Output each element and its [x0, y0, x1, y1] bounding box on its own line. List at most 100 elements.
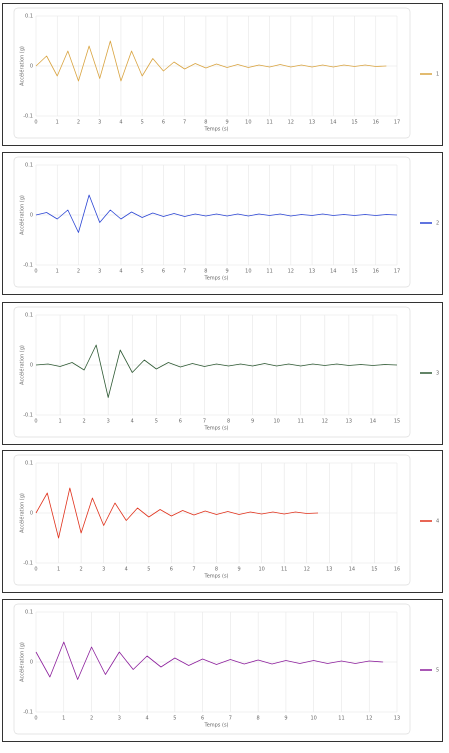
- y-tick-label: 0: [30, 363, 33, 369]
- x-axis-label: Temps (s): [203, 574, 228, 580]
- x-tick-label: 5: [141, 269, 144, 275]
- y-axis-label: Accélération (g): [19, 195, 26, 235]
- y-tick-label: 0.1: [25, 163, 33, 169]
- x-tick-label: 12: [288, 269, 294, 275]
- plot-card: [13, 603, 411, 735]
- x-tick-label: 13: [326, 567, 332, 573]
- y-tick-label: 0: [30, 511, 33, 517]
- x-tick-label: 1: [58, 419, 61, 425]
- x-tick-label: 4: [131, 419, 134, 425]
- x-tick-label: 0: [34, 269, 37, 275]
- x-tick-label: 0: [34, 567, 37, 573]
- x-tick-label: 10: [245, 269, 251, 275]
- legend-label: 3: [436, 371, 439, 377]
- x-tick-label: 13: [346, 419, 352, 425]
- x-tick-label: 5: [173, 716, 176, 722]
- x-tick-label: 9: [226, 269, 229, 275]
- x-tick-label: 3: [98, 120, 101, 126]
- x-tick-label: 8: [204, 269, 207, 275]
- x-tick-label: 0: [34, 716, 37, 722]
- x-tick-label: 7: [229, 716, 232, 722]
- x-tick-label: 14: [370, 419, 376, 425]
- x-tick-label: 11: [266, 269, 272, 275]
- y-tick-label: -0.1: [23, 710, 33, 716]
- x-tick-label: 5: [155, 419, 158, 425]
- x-tick-label: 16: [373, 120, 379, 126]
- x-tick-label: 8: [204, 120, 207, 126]
- plot-card: [13, 7, 411, 139]
- x-tick-label: 4: [145, 716, 148, 722]
- y-tick-label: 0.1: [25, 14, 33, 20]
- x-axis-label: Temps (s): [203, 276, 228, 282]
- x-tick-label: 9: [237, 567, 240, 573]
- x-tick-label: 7: [183, 269, 186, 275]
- data-line: [35, 641, 384, 680]
- x-tick-label: 5: [147, 567, 150, 573]
- data-line: [35, 487, 319, 539]
- x-tick-label: 2: [83, 419, 86, 425]
- x-tick-label: 7: [192, 567, 195, 573]
- x-tick-label: 9: [284, 716, 287, 722]
- x-tick-label: 10: [273, 419, 279, 425]
- x-tick-label: 1: [57, 567, 60, 573]
- x-tick-label: 6: [162, 269, 165, 275]
- data-line: [35, 40, 387, 82]
- x-tick-label: 2: [80, 567, 83, 573]
- x-tick-label: 4: [119, 269, 122, 275]
- x-tick-label: 3: [107, 419, 110, 425]
- x-tick-label: 8: [215, 567, 218, 573]
- x-tick-label: 15: [394, 419, 400, 425]
- chart-panel: 0 1 2 3 4 5 6 7 8 9 10 11 12 13 14 15 16 17-0.100.1Temps …: [2, 3, 443, 146]
- x-tick-label: 2: [77, 120, 80, 126]
- y-tick-label: 0: [30, 660, 33, 666]
- x-tick-label: 17: [394, 269, 400, 275]
- x-tick-label: 7: [183, 120, 186, 126]
- y-tick-label: -0.1: [23, 413, 33, 419]
- x-tick-label: 10: [311, 716, 317, 722]
- y-tick-label: -0.1: [23, 561, 33, 567]
- x-tick-label: 3: [102, 567, 105, 573]
- legend-label: 5: [436, 668, 439, 674]
- x-axis-label: Temps (s): [203, 723, 228, 729]
- x-tick-label: 11: [266, 120, 272, 126]
- y-axis-label: Accélération (g): [19, 493, 26, 533]
- x-tick-label: 11: [298, 419, 304, 425]
- x-tick-label: 16: [373, 269, 379, 275]
- x-tick-label: 4: [125, 567, 128, 573]
- x-tick-label: 12: [288, 120, 294, 126]
- y-tick-label: 0: [30, 64, 33, 70]
- x-tick-label: 3: [118, 716, 121, 722]
- x-tick-label: 9: [251, 419, 254, 425]
- x-tick-label: 8: [227, 419, 230, 425]
- x-tick-label: 2: [90, 716, 93, 722]
- x-tick-label: 1: [62, 716, 65, 722]
- legend-label: 2: [436, 221, 439, 227]
- x-tick-label: 14: [330, 120, 336, 126]
- y-axis-label: Accélération (g): [19, 46, 26, 86]
- x-tick-label: 15: [371, 567, 377, 573]
- x-tick-label: 15: [351, 120, 357, 126]
- x-tick-label: 11: [338, 716, 344, 722]
- data-line: [35, 194, 398, 233]
- x-tick-label: 8: [257, 716, 260, 722]
- y-tick-label: -0.1: [23, 263, 33, 269]
- legend-label: 1: [436, 72, 439, 78]
- plot-card: [13, 306, 411, 438]
- x-tick-label: 1: [56, 120, 59, 126]
- x-tick-label: 10: [258, 567, 264, 573]
- x-tick-label: 13: [309, 269, 315, 275]
- x-tick-label: 12: [322, 419, 328, 425]
- chart-panel: 0 1 2 3 4 5 6 7 8 9 10 11 12 13 14 15 16 17-0.100.1Temps …: [2, 152, 443, 295]
- y-tick-label: 0.1: [25, 461, 33, 467]
- data-line: [35, 344, 398, 398]
- x-tick-label: 2: [77, 269, 80, 275]
- y-axis-label: Accélération (g): [19, 345, 26, 385]
- x-tick-label: 6: [179, 419, 182, 425]
- plot-card: [13, 454, 411, 586]
- x-tick-label: 4: [119, 120, 122, 126]
- y-tick-label: 0.1: [25, 610, 33, 616]
- x-tick-label: 12: [366, 716, 372, 722]
